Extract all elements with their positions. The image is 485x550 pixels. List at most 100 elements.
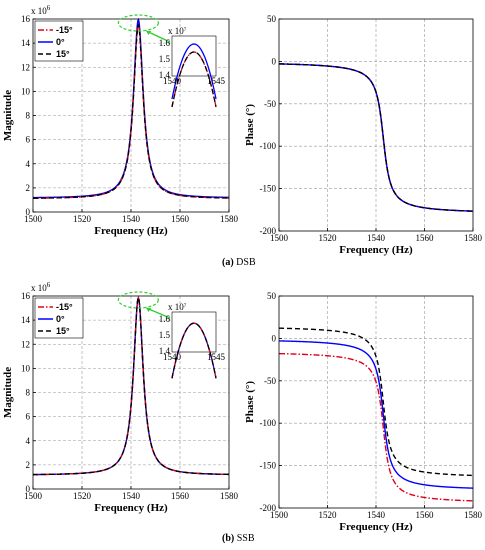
series-line-0° [278,340,474,489]
y-tick-label: -100 [260,418,277,428]
caption-a-label: (a) [222,257,234,268]
y-tick-label: 2 [26,183,31,193]
x-tick-label: 1540 [122,214,141,224]
x-tick-label: 1580 [220,491,239,501]
y-tick-label: 0 [26,207,31,217]
caption-a-text: DSB [236,257,256,268]
chart-dsb-magnitude: 1500 1520 1540 1560 1580 0 2 4 6 8 10 12 14 16 Frequen… [2,4,239,237]
chart-dsb-phase: 1500 1520 1540 1560 1580 50 0 -50 -100 -150 -200 Fr… [244,14,483,256]
inset-frame [171,311,217,353]
y-tick-label: 12 [21,339,30,349]
y-tick-label: 6 [26,135,31,145]
inset-series-15° [171,322,217,379]
y-tick-label: -150 [260,184,277,194]
legend-entry: 15° [56,49,70,59]
x-tick-label: 1540 [367,510,386,520]
y-axis-label: Magnitude [2,90,14,141]
y-tick-label: 4 [26,159,31,169]
inset-x-tick-label: 1540 [163,76,182,86]
series-line-15° [33,23,229,199]
caption-b: (b) SSB [222,533,255,544]
y-tick-label: -150 [260,461,277,471]
caption-b-text: SSB [236,533,255,544]
inset-series-15° [171,51,217,108]
series-line-15° [278,63,474,212]
y-axis-label: Phase (°) [244,104,256,146]
inset-y-tick-label: 1.4 [159,70,171,80]
chart-ssb-magnitude: 1500 1520 1540 1560 1580 0 2 4 6 8 10 12 14 16 Frequen… [2,281,239,514]
x-axis-label: Frequency (Hz) [339,521,413,533]
x-tick-label: 1520 [73,214,92,224]
y-tick-label: -50 [264,99,276,109]
y-tick-label: 16 [21,291,31,301]
y-tick-label: 14 [21,38,31,48]
y-tick-label: 2 [26,460,31,470]
y-tick-label: -200 [260,503,277,513]
y-exponent-label: x 106 [31,281,51,293]
x-tick-label: 1520 [73,491,92,501]
y-tick-label: 16 [21,14,31,24]
series-line--15° [33,23,229,199]
chart-ssb-phase: 1500 1520 1540 1560 1580 50 0 -50 -100 -150 -200 Fr… [244,291,483,533]
x-axis-label: Frequency (Hz) [94,225,168,237]
y-axis-label: Phase (°) [244,381,256,423]
y-tick-label: 50 [267,14,277,24]
y-tick-label: 0 [26,484,31,494]
x-tick-label: 1580 [464,233,483,243]
y-tick-label: 8 [26,388,31,398]
zoom-arrowhead [146,31,152,35]
x-tick-label: 1560 [416,233,435,243]
legend-entry: 0° [56,314,65,324]
y-tick-label: -100 [260,141,277,151]
inset-chart: 1540 1545 1.4 1.5 1.6 x 107 [159,26,226,108]
x-tick-label: 1580 [464,510,483,520]
x-axis-label: Frequency (Hz) [339,244,413,256]
x-tick-label: 1560 [416,510,435,520]
x-tick-label: 1560 [171,491,190,501]
y-tick-label: 12 [21,62,30,72]
inset-x-tick-label: 1540 [163,352,182,362]
caption-a: (a) DSB [222,257,256,268]
series-line-15° [278,327,474,477]
inset-series-0° [171,43,217,100]
x-tick-label: 1500 [24,491,43,501]
y-tick-label: 6 [26,412,31,422]
inset-y-tick-label: 1.5 [159,330,171,340]
legend-entry: -15° [56,25,73,35]
y-axis-label: Magnitude [2,367,14,418]
legend-entry: -15° [56,302,73,312]
zoom-arrow [146,30,171,43]
inset-x-tick-label: 1545 [207,76,226,86]
legend: -15° 0° 15° [34,20,84,62]
inset-y-tick-label: 1.6 [159,314,171,324]
y-tick-label: 0 [272,56,277,66]
peak-highlight-ellipse [117,291,159,309]
inset-y-tick-label: 1.5 [159,54,171,64]
caption-b-label: (b) [222,533,235,544]
y-tick-label: 14 [21,315,31,325]
x-tick-label: 1500 [270,510,289,520]
inset-series--15° [171,51,217,108]
legend-entry: 15° [56,326,70,336]
inset-exponent-label: x 107 [168,26,187,36]
y-tick-label: 10 [21,86,31,96]
x-axis-label: Frequency (Hz) [94,502,168,514]
zoom-arrow [146,307,171,319]
inset-x-tick-label: 1545 [207,352,226,362]
x-tick-label: 1540 [122,491,141,501]
x-tick-label: 1500 [270,233,289,243]
y-tick-label: 8 [26,111,31,121]
inset-y-tick-label: 1.4 [159,346,171,356]
x-tick-label: 1540 [367,233,386,243]
y-tick-label: 4 [26,436,31,446]
x-tick-label: 1520 [319,510,338,520]
series-line-15° [32,295,230,476]
x-tick-label: 1520 [319,233,338,243]
y-tick-label: -200 [260,226,277,236]
legend-box [34,297,84,339]
inset-series--15° [171,322,217,379]
inset-exponent-label: x 107 [168,302,187,312]
x-tick-label: 1560 [171,214,190,224]
inset-chart: 1540 1545 1.4 1.5 1.6 x 107 [159,302,226,379]
